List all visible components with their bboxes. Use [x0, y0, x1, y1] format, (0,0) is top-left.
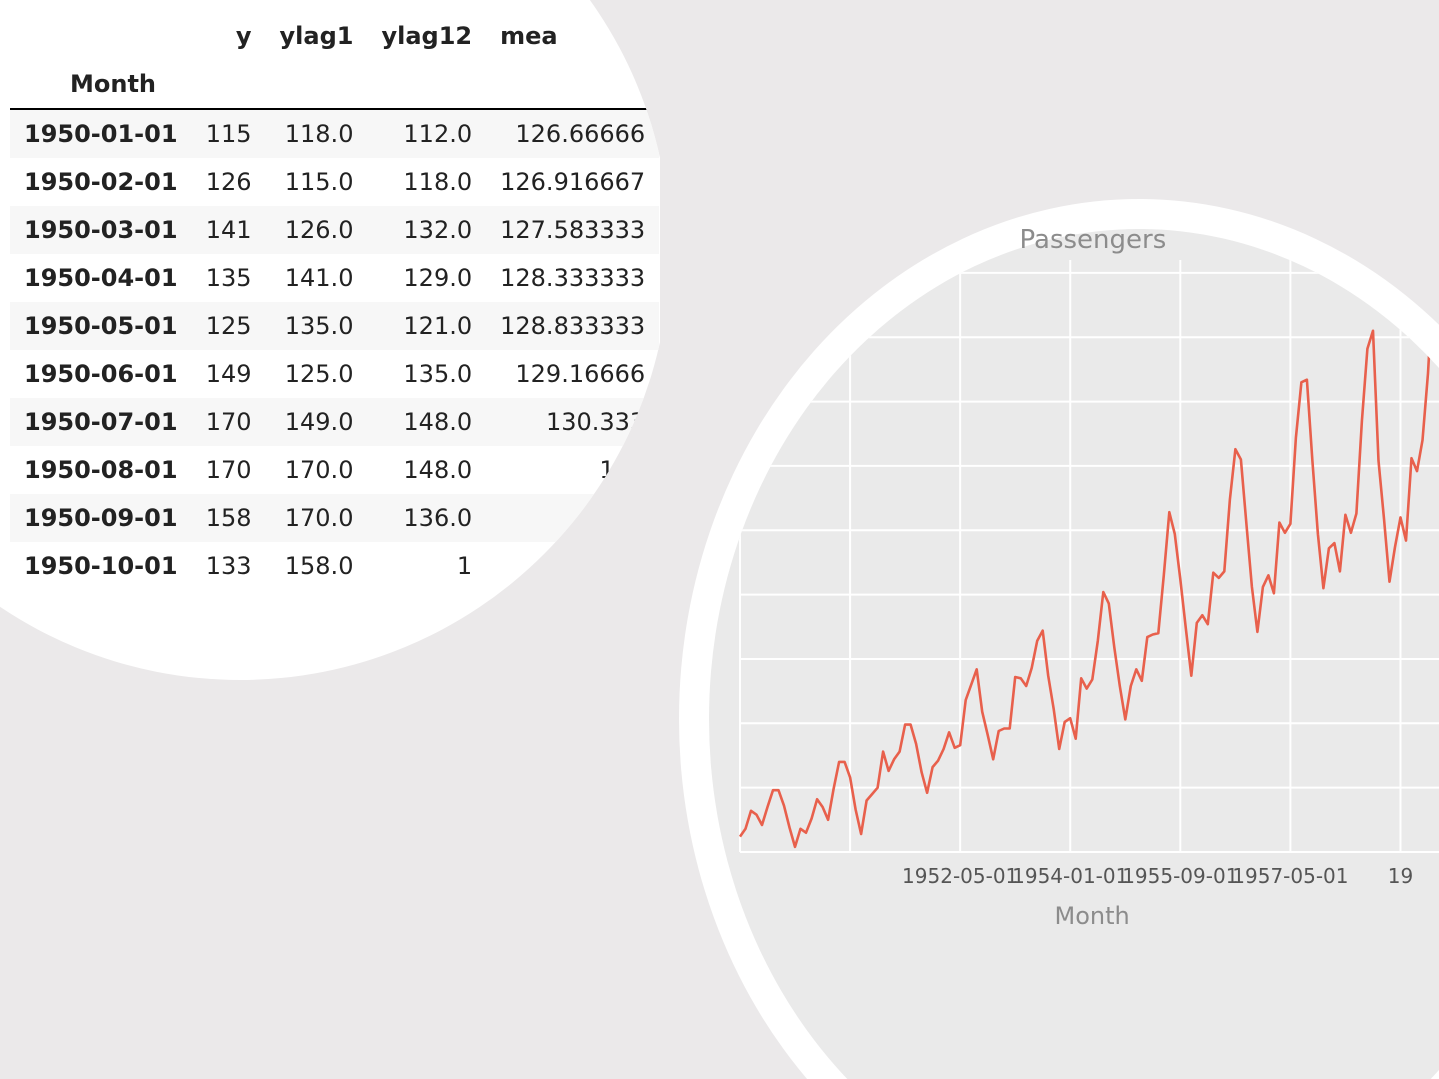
chart-title: Passengers — [1020, 225, 1167, 255]
chart-x-tick: 19 — [1388, 864, 1413, 888]
passengers-line — [740, 261, 1439, 847]
chart-x-tick: 1952-05-01 — [902, 864, 1018, 888]
passengers-chart-svg — [0, 0, 1439, 1079]
chart-x-axis-label: Month — [1055, 902, 1130, 930]
chart-x-tick: 1955-09-01 — [1122, 864, 1238, 888]
chart-x-tick: 1957-05-01 — [1232, 864, 1348, 888]
chart-x-tick: 1954-01-01 — [1012, 864, 1128, 888]
